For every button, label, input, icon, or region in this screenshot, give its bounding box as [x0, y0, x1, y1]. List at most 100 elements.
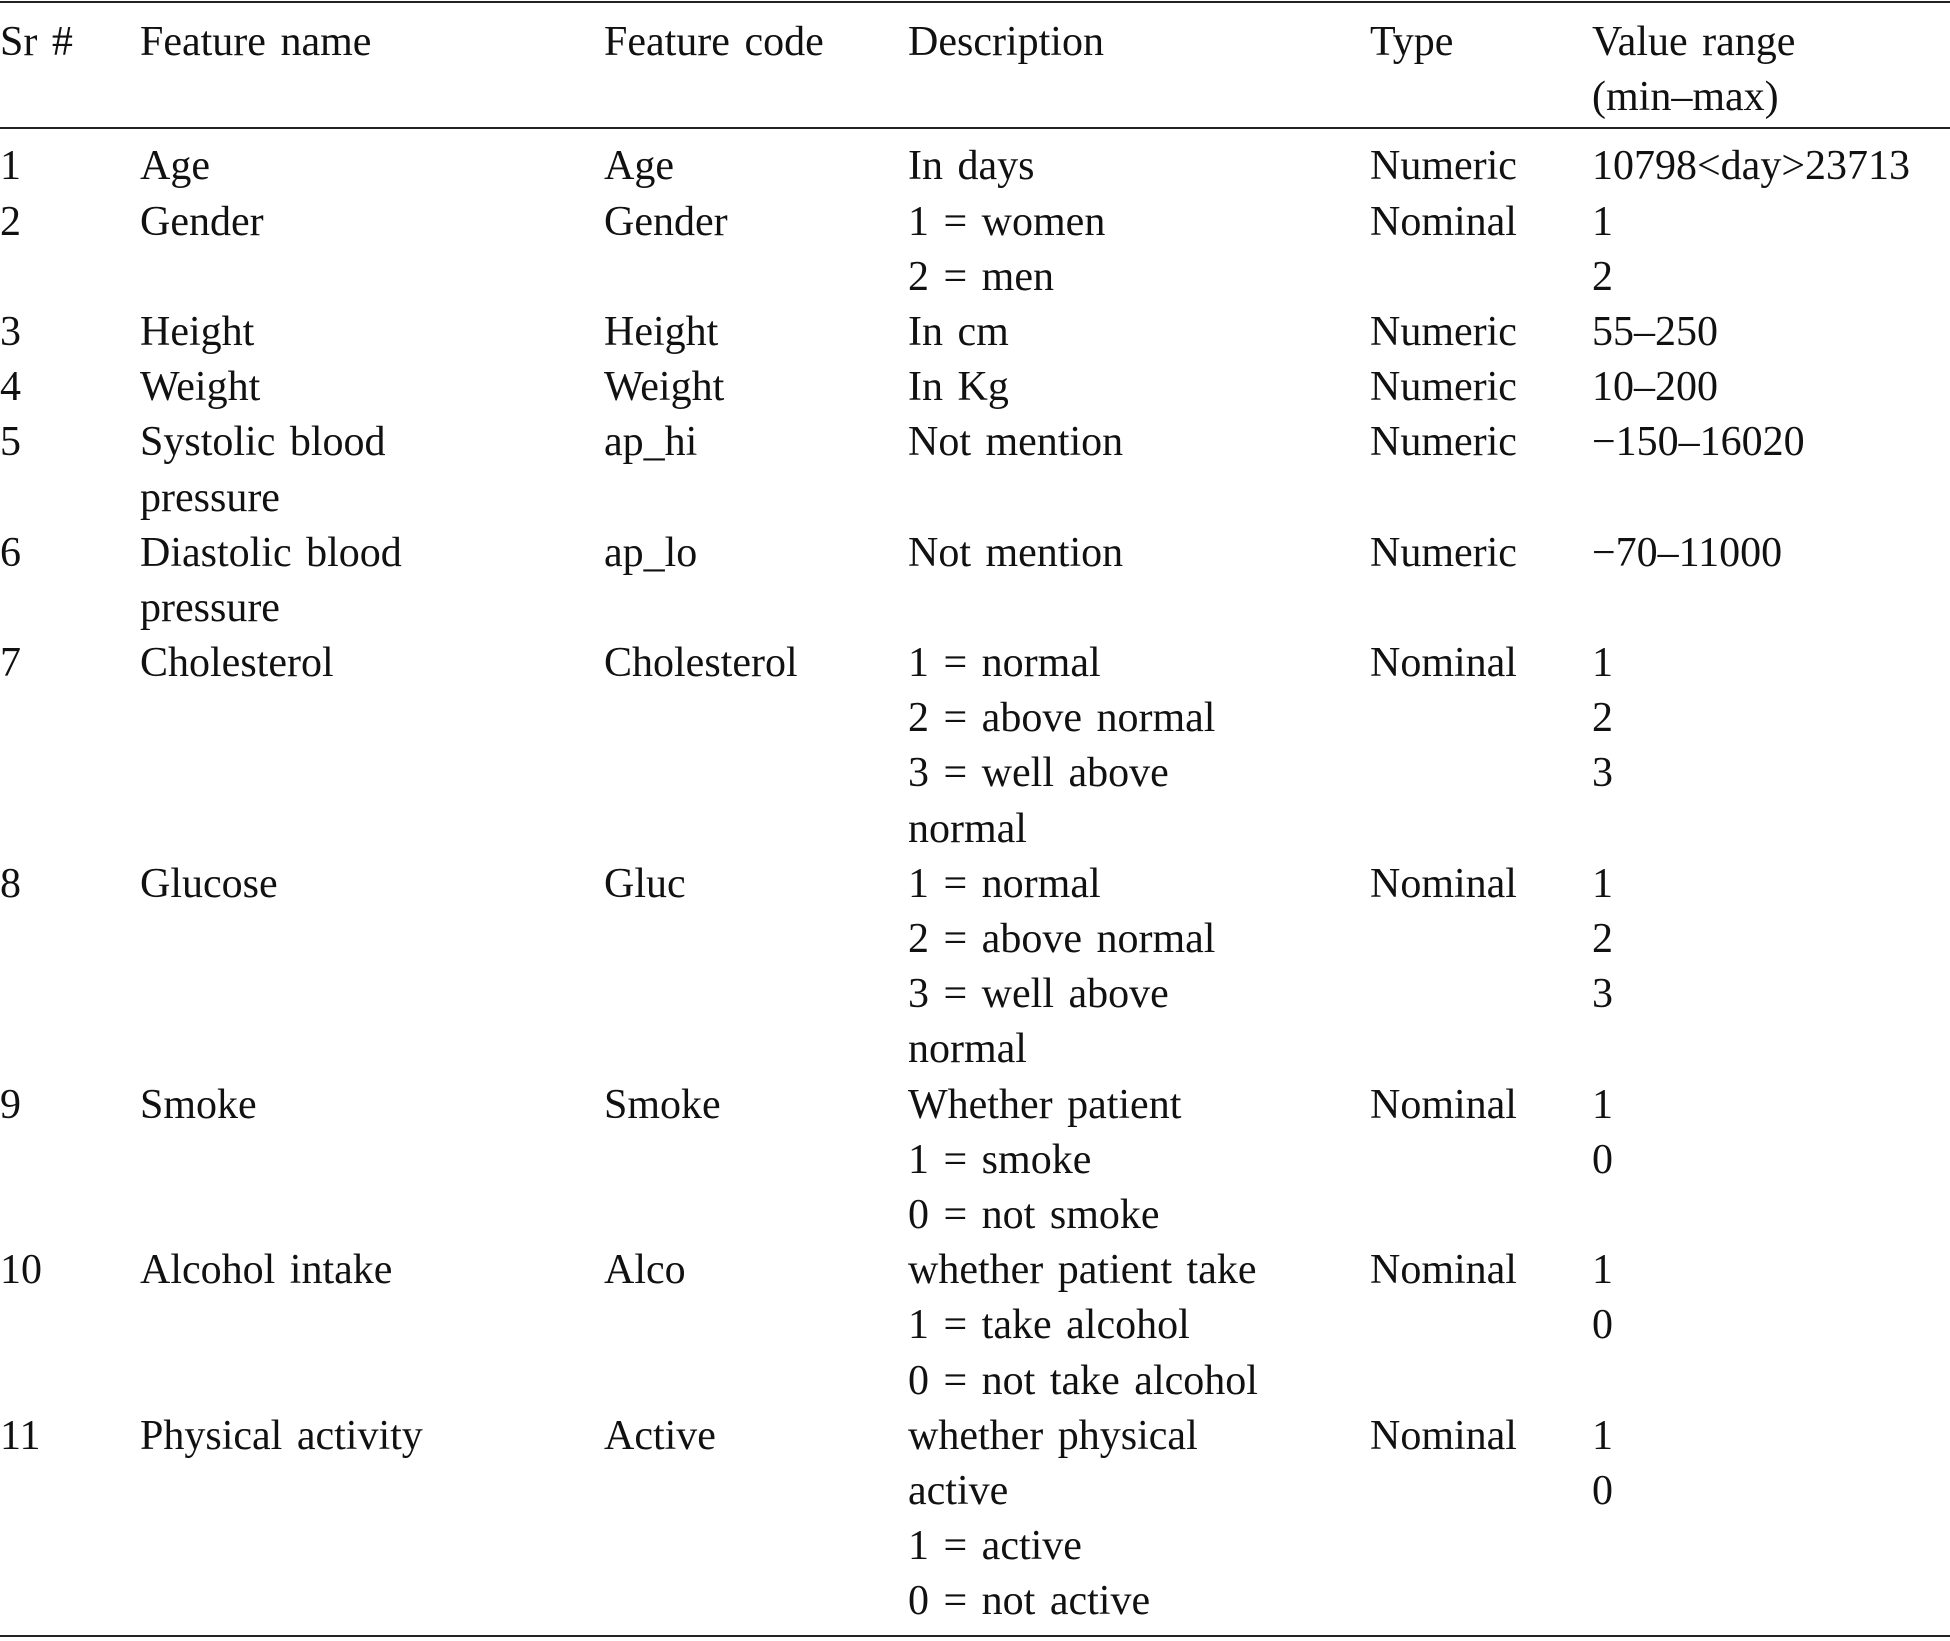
- text-line: 0 = not smoke: [908, 1191, 1160, 1238]
- table-row: 2 Gender Gender 1 = women 2 = men Nominal 1 2: [0, 195, 1950, 305]
- text-line: 1: [1592, 1412, 1613, 1459]
- table-row: 10 Alcohol intake Alco whether patient take…: [0, 1243, 1950, 1409]
- text-line: Not mention: [908, 529, 1124, 576]
- text-line: 1: [1592, 198, 1613, 245]
- table-cell: Age: [604, 128, 908, 194]
- text-line: Smoke: [140, 1081, 257, 1128]
- table-row: 7 Cholesterol Cholesterol 1 = normal 2 = abo…: [0, 636, 1950, 857]
- text-line: 5: [0, 419, 21, 466]
- text-line: 11: [0, 1412, 41, 1459]
- table-cell: Physical activity: [140, 1409, 604, 1637]
- text-line: Age: [140, 143, 210, 190]
- table-row: 6 Diastolic blood pressure ap_lo Not mention…: [0, 526, 1950, 636]
- table-cell: Gender: [140, 195, 604, 305]
- table-cell: Weight: [140, 360, 604, 415]
- text-line: active: [908, 1467, 1009, 1514]
- table-row: 4 Weight Weight In Kg Numeric 10–200: [0, 360, 1950, 415]
- table-header: Sr # Feature name Feature code Description T…: [0, 2, 1950, 129]
- text-line: Sr #: [0, 19, 73, 65]
- text-line: 3: [0, 308, 21, 355]
- table-cell: ap_hi: [604, 415, 908, 525]
- text-line: 4: [0, 364, 21, 411]
- table-cell: Nominal: [1370, 1409, 1592, 1637]
- text-line: 1: [1592, 860, 1613, 907]
- table-cell: Smoke: [140, 1078, 604, 1244]
- text-line: 2: [1592, 695, 1613, 742]
- text-line: Numeric: [1370, 529, 1517, 576]
- text-line: Weight: [604, 364, 725, 411]
- table-cell: 2: [0, 195, 140, 305]
- table-cell: In cm: [908, 305, 1370, 360]
- table-cell: Active: [604, 1409, 908, 1637]
- text-line: 1 = women: [908, 198, 1106, 245]
- text-line: normal: [908, 1026, 1027, 1073]
- text-line: whether physical: [908, 1412, 1198, 1459]
- table-cell: 6: [0, 526, 140, 636]
- text-line: Feature name: [140, 19, 372, 65]
- header-cell: Description: [908, 2, 1370, 128]
- table-cell: whether physical active 1 = active 0 = not …: [908, 1409, 1370, 1637]
- text-line: Gender: [140, 198, 264, 245]
- text-line: Height: [604, 308, 719, 355]
- text-line: Alco: [604, 1247, 686, 1294]
- text-line: Numeric: [1370, 364, 1517, 411]
- table-cell: 10–200: [1592, 360, 1950, 415]
- table-cell: Smoke: [604, 1078, 908, 1244]
- header-cell: Type: [1370, 2, 1592, 128]
- table-row: 11 Physical activity Active whether physica…: [0, 1409, 1950, 1637]
- table-cell: Cholesterol: [604, 636, 908, 857]
- text-line: 10798<day>23713: [1592, 143, 1911, 190]
- table-cell: Weight: [604, 360, 908, 415]
- text-line: Feature code: [604, 19, 824, 65]
- text-line: Whether patient: [908, 1081, 1182, 1128]
- table-cell: 1 = normal 2 = above normal 3 = well above…: [908, 857, 1370, 1078]
- text-line: In Kg: [908, 364, 1009, 411]
- text-line: Systolic blood: [140, 419, 386, 466]
- text-line: 1: [1592, 1081, 1613, 1128]
- table-cell: 11: [0, 1409, 140, 1637]
- text-line: 55–250: [1592, 308, 1718, 355]
- table-cell: 5: [0, 415, 140, 525]
- text-line: 0 = not take alcohol: [908, 1357, 1258, 1404]
- table-cell: 3: [0, 305, 140, 360]
- table-cell: In Kg: [908, 360, 1370, 415]
- text-line: 3 = well above: [908, 750, 1169, 797]
- table-cell: Nominal: [1370, 857, 1592, 1078]
- table-cell: 1 = normal 2 = above normal 3 = well above…: [908, 636, 1370, 857]
- text-line: In cm: [908, 308, 1009, 355]
- table-cell: Whether patient 1 = smoke 0 = not smoke: [908, 1078, 1370, 1244]
- text-line: Type: [1370, 19, 1454, 65]
- header-row: Sr # Feature name Feature code Description T…: [0, 2, 1950, 129]
- table-cell: Alcohol intake: [140, 1243, 604, 1409]
- text-line: normal: [908, 805, 1027, 852]
- table-cell: Numeric: [1370, 128, 1592, 194]
- text-line: 3: [1592, 750, 1613, 797]
- header-cell: Feature code: [604, 2, 908, 128]
- text-line: 3: [1592, 971, 1613, 1018]
- text-line: 2 = above normal: [908, 695, 1216, 742]
- text-line: 1: [1592, 1247, 1613, 1294]
- text-line: Gluc: [604, 860, 686, 907]
- text-line: Nominal: [1370, 198, 1517, 245]
- text-line: −150–16020: [1592, 419, 1805, 466]
- table-cell: whether patient take 1 = take alcohol 0 = …: [908, 1243, 1370, 1409]
- table-cell: In days: [908, 128, 1370, 194]
- table-cell: Not mention: [908, 415, 1370, 525]
- table-cell: Diastolic blood pressure: [140, 526, 604, 636]
- table-cell: Nominal: [1370, 1243, 1592, 1409]
- table-cell: Gluc: [604, 857, 908, 1078]
- table-cell: Gender: [604, 195, 908, 305]
- table-cell: 10: [0, 1243, 140, 1409]
- text-line: 1 = normal: [908, 860, 1101, 907]
- text-line: Nominal: [1370, 1081, 1517, 1128]
- table-row: 8 Glucose Gluc 1 = normal 2 = above normal 3 …: [0, 857, 1950, 1078]
- text-line: −70–11000: [1592, 529, 1783, 576]
- table-row: 5 Systolic blood pressure ap_hi Not mention N…: [0, 415, 1950, 525]
- table-cell: ap_lo: [604, 526, 908, 636]
- text-line: 7: [0, 640, 21, 687]
- table-cell: 1 = women 2 = men: [908, 195, 1370, 305]
- text-line: 2: [0, 198, 21, 245]
